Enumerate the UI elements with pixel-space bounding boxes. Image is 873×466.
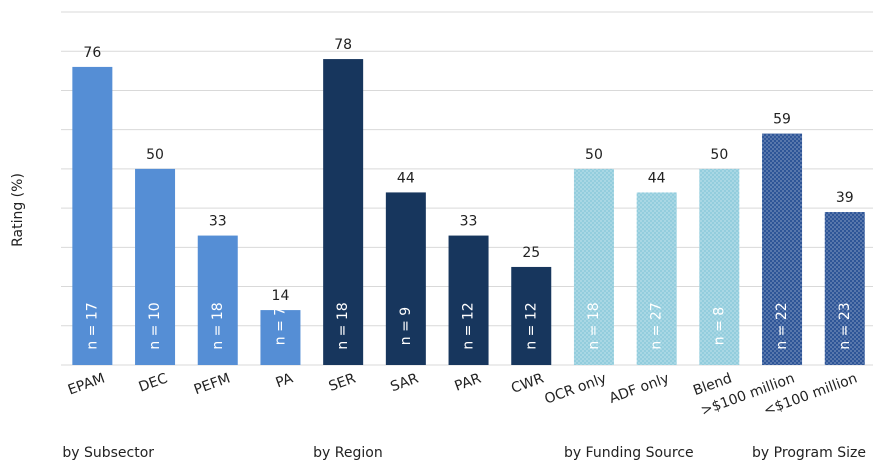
group-label: by Subsector [62,445,154,461]
bar [573,168,614,365]
bar [385,192,426,365]
n-label: n = 18 [586,302,602,349]
y-axis-label: Rating (%) [10,173,26,247]
value-label: 50 [146,147,164,163]
bar [699,168,740,365]
value-label: 33 [460,214,478,230]
value-label: 44 [397,170,415,186]
n-label: n = 22 [774,302,790,349]
bar [511,266,552,365]
bar [135,168,176,365]
bar [72,66,113,366]
n-label: n = 9 [398,307,414,345]
bar [762,133,803,365]
value-label: 50 [710,147,728,163]
x-tick-label: PEFM [192,370,233,398]
n-label: n = 18 [210,302,226,349]
value-label: 25 [522,245,540,261]
x-tick-label: SAR [388,370,420,395]
bar [197,235,238,365]
bar [824,212,865,365]
x-tick-label: DEC [137,370,170,395]
n-label: n = 12 [461,302,477,349]
bar [260,310,301,365]
x-tick-label: OCR only [543,370,609,407]
group-label: by Program Size [752,445,866,461]
x-tick-label: CWR [509,370,546,397]
bar [323,59,364,366]
value-label: 14 [272,288,290,304]
value-label: 50 [585,147,603,163]
n-label: n = 12 [523,302,539,349]
n-label: n = 8 [711,307,727,345]
n-label: n = 18 [335,302,351,349]
n-label: n = 23 [837,302,853,349]
bar [636,192,677,365]
n-label: n = 7 [272,307,288,345]
n-label: n = 17 [84,302,100,349]
bar [448,235,489,365]
value-label: 78 [334,37,352,53]
x-tick-label: PAR [453,370,484,394]
x-tick-label: ADF only [607,370,671,406]
value-label: 39 [836,190,854,206]
x-tick-label: EPAM [66,370,107,398]
group-label: by Region [313,445,383,461]
n-label: n = 27 [649,302,665,349]
value-label: 59 [773,112,791,128]
value-label: 33 [209,214,227,230]
value-label: 44 [648,170,666,186]
n-label: n = 10 [147,302,163,349]
x-tick-label: PA [274,370,296,391]
x-tick-label: SER [327,370,359,395]
value-label: 76 [83,45,101,61]
group-label: by Funding Source [564,445,694,461]
